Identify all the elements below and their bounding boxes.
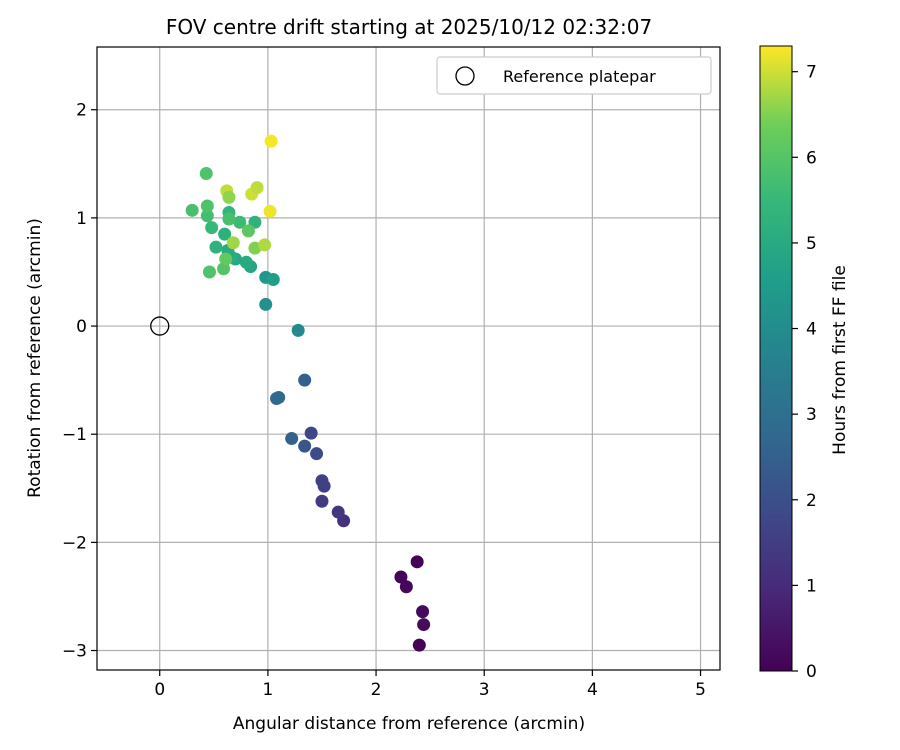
data-point: [241, 224, 255, 238]
colorbar-gradient: [759, 45, 793, 672]
data-point: [291, 323, 305, 337]
data-point: [218, 227, 232, 241]
data-point: [331, 505, 345, 519]
data-point: [266, 273, 280, 287]
data-point: [298, 373, 312, 387]
data-point: [226, 236, 240, 250]
data-point: [412, 638, 426, 652]
colorbar-tick-label: 4: [806, 320, 817, 340]
data-point: [217, 262, 231, 276]
legend-marker-reference: [455, 66, 475, 86]
data-point: [222, 212, 236, 226]
x-axis-ticks: 0 1 2 3 4 5: [154, 670, 706, 700]
x-tick-label: 0: [154, 680, 165, 700]
data-point: [205, 221, 219, 235]
data-point: [264, 134, 278, 148]
data-point: [417, 618, 431, 632]
x-tick-label: 4: [587, 680, 598, 700]
data-point: [410, 555, 424, 569]
x-tick-label: 1: [262, 680, 273, 700]
data-point: [285, 432, 299, 446]
colorbar-tick-label: 6: [806, 148, 817, 168]
data-point: [209, 240, 223, 254]
y-axis-ticks: −3 −2 −1 0 1 2: [62, 101, 97, 662]
data-point: [315, 494, 329, 508]
data-point: [250, 181, 264, 195]
grid-lines: [97, 47, 720, 670]
colorbar-tick-label: 3: [806, 405, 817, 425]
data-point: [304, 426, 318, 440]
chart-title: FOV centre drift starting at 2025/10/12 …: [166, 15, 652, 39]
data-point: [298, 439, 312, 453]
colorbar-tick-label: 5: [806, 234, 817, 254]
y-tick-label: 0: [76, 317, 87, 337]
plot-frame: [96, 46, 721, 671]
x-tick-label: 3: [479, 680, 490, 700]
data-point: [222, 190, 236, 204]
data-point: [315, 474, 329, 488]
data-point: [394, 570, 408, 584]
colorbar-tick-label: 0: [806, 662, 817, 682]
colorbar-tick-label: 1: [806, 576, 817, 596]
reference-platepar-marker: [150, 316, 170, 336]
y-tick-label: 2: [76, 101, 87, 121]
data-point: [202, 265, 216, 279]
y-tick-label: −1: [62, 425, 87, 445]
y-axis-label: Rotation from reference (arcmin): [25, 218, 45, 498]
colorbar-ticks: 0 1 2 3 4 5 6 7: [792, 63, 817, 682]
data-points: [150, 134, 431, 652]
data-point: [199, 167, 213, 181]
data-point: [399, 580, 413, 594]
data-point: [258, 238, 272, 252]
x-axis-label: Angular distance from reference (arcmin): [233, 714, 585, 734]
legend: Reference platepar: [436, 56, 712, 95]
x-tick-label: 2: [371, 680, 382, 700]
y-tick-label: −3: [62, 642, 87, 662]
y-tick-label: 1: [76, 209, 87, 229]
y-tick-label: −2: [62, 533, 87, 553]
legend-box: [436, 56, 712, 95]
data-point: [200, 209, 214, 223]
data-point: [263, 204, 277, 218]
data-point: [310, 447, 324, 461]
data-point: [233, 215, 247, 229]
colorbar-tick-label: 7: [806, 63, 817, 83]
data-point: [416, 605, 430, 619]
colorbar-tick-label: 2: [806, 491, 817, 511]
data-point: [185, 203, 199, 217]
colorbar: 0 1 2 3 4 5 6 7 Hours from first FF file: [759, 45, 850, 682]
x-tick-label: 5: [695, 680, 706, 700]
data-point: [200, 199, 214, 213]
data-point: [239, 255, 253, 269]
data-point: [270, 392, 284, 406]
colorbar-label: Hours from first FF file: [830, 265, 850, 455]
legend-label-reference: Reference platepar: [503, 67, 656, 86]
data-point: [259, 297, 273, 311]
data-point: [219, 252, 233, 266]
